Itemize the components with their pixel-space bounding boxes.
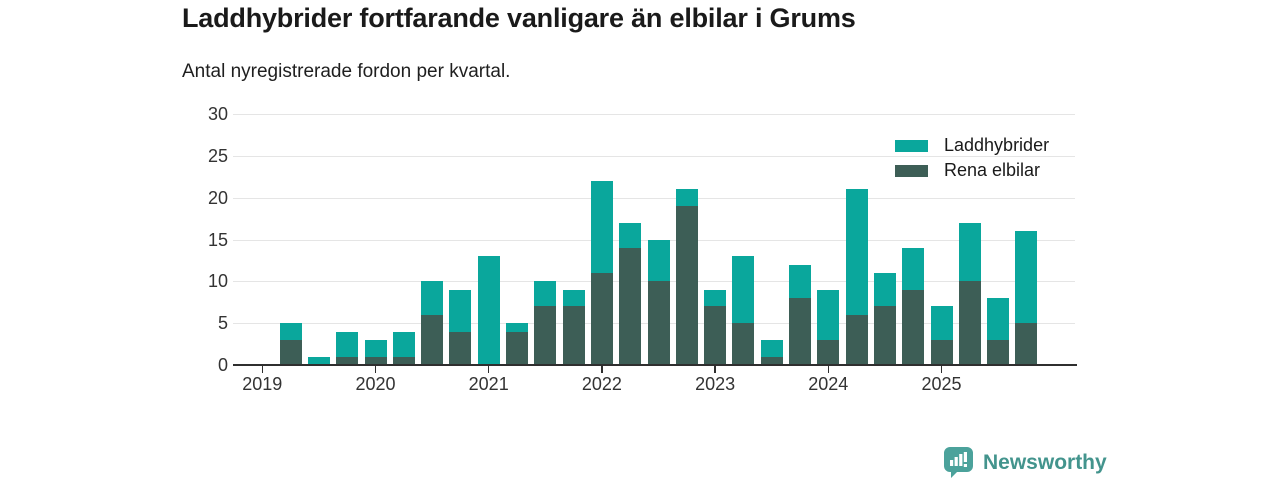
- x-axis-tick: [374, 366, 377, 373]
- bar-segment-laddhybrider: [421, 281, 444, 315]
- bar-segment-rena-elbilar: [704, 306, 727, 365]
- bar-segment-rena-elbilar: [845, 314, 868, 365]
- x-axis-label: 2019: [242, 374, 283, 394]
- bar-segment-rena-elbilar: [789, 298, 811, 365]
- legend-swatch-rena-elbilar: [895, 164, 928, 177]
- bar-segment-rena-elbilar: [421, 314, 444, 365]
- legend-label: Laddhybrider: [944, 135, 1050, 155]
- y-axis-label: 15: [207, 229, 228, 250]
- bar-segment-laddhybrider: [789, 264, 811, 299]
- bar-segment-laddhybrider: [1015, 231, 1038, 324]
- gridline: [233, 114, 1075, 115]
- bar-segment-rena-elbilar: [987, 339, 1010, 365]
- bar-segment-rena-elbilar: [647, 281, 670, 365]
- bar-segment-laddhybrider: [817, 289, 840, 340]
- bar-segment-laddhybrider: [647, 239, 670, 282]
- brand-name: Newsworthy: [983, 450, 1107, 474]
- chart-title: Laddhybrider fortfarande vanligare än el…: [182, 3, 856, 33]
- x-axis-line: [233, 363, 1077, 366]
- bar-segment-laddhybrider: [307, 356, 330, 365]
- bar-segment-laddhybrider: [760, 339, 783, 357]
- y-axis-label: 20: [207, 187, 228, 208]
- gridline: [233, 155, 1075, 157]
- bar-segment-rena-elbilar: [958, 281, 981, 365]
- x-axis-label: 2024: [808, 374, 849, 394]
- y-axis-label: 10: [207, 271, 228, 292]
- bar-segment-rena-elbilar: [279, 339, 302, 365]
- chart-subtitle: Antal nyregistrerade fordon per kvartal.: [182, 61, 511, 82]
- x-axis-tick: [940, 366, 943, 373]
- bar-segment-laddhybrider: [590, 180, 613, 273]
- y-axis-label: 25: [207, 145, 228, 166]
- bar-segment-laddhybrider: [675, 189, 698, 207]
- bar-segment-laddhybrider: [902, 247, 925, 290]
- bar-segment-laddhybrider: [845, 189, 868, 315]
- x-axis-tick: [714, 366, 716, 373]
- bar-segment-rena-elbilar: [534, 306, 557, 365]
- bar-segment-laddhybrider: [336, 331, 359, 357]
- legend-label: Rena elbilar: [944, 160, 1041, 180]
- bar-segment-rena-elbilar: [902, 289, 925, 365]
- y-axis-label: 30: [207, 104, 228, 124]
- x-axis-tick: [827, 366, 830, 373]
- legend-swatch-laddhybrider: [895, 139, 928, 152]
- legend: Laddhybrider Rena elbilar: [895, 133, 1049, 183]
- bar-segment-laddhybrider: [562, 289, 585, 307]
- bar-segment-rena-elbilar: [506, 331, 528, 365]
- y-axis-label: 0: [217, 355, 228, 375]
- bar-segment-rena-elbilar: [336, 356, 359, 365]
- bar-segment-rena-elbilar: [732, 323, 755, 365]
- gridline: [233, 197, 1075, 199]
- bar-segment-laddhybrider: [930, 306, 953, 340]
- bar-segment-rena-elbilar: [760, 356, 783, 365]
- x-axis-label: 2022: [581, 374, 622, 394]
- y-axis-label: 5: [217, 313, 228, 334]
- bar-segment-rena-elbilar: [562, 306, 585, 365]
- bar-segment-rena-elbilar: [590, 272, 613, 365]
- x-axis-tick: [601, 366, 603, 373]
- bar-segment-rena-elbilar: [392, 356, 415, 365]
- bar-segment-rena-elbilar: [675, 206, 698, 365]
- brand-footer: Newsworthy: [943, 446, 1107, 479]
- x-axis-label: 2025: [921, 374, 962, 394]
- bar-segment-rena-elbilar: [1015, 323, 1038, 365]
- bar-segment-laddhybrider: [534, 281, 557, 307]
- bar-segment-laddhybrider: [477, 256, 500, 365]
- legend-item-rena-elbilar: Rena elbilar: [895, 158, 1049, 183]
- bar-segment-laddhybrider: [704, 289, 727, 307]
- bar-segment-rena-elbilar: [364, 356, 387, 365]
- bar-segment-rena-elbilar: [817, 339, 840, 365]
- bar-segment-laddhybrider: [732, 256, 755, 324]
- bar-segment-laddhybrider: [987, 298, 1010, 340]
- bar-segment-laddhybrider: [506, 323, 528, 332]
- bar-segment-rena-elbilar: [930, 339, 953, 365]
- bar-segment-laddhybrider: [392, 331, 415, 357]
- bar-segment-laddhybrider: [873, 272, 896, 307]
- bar-segment-laddhybrider: [449, 289, 472, 332]
- legend-item-laddhybrider: Laddhybrider: [895, 133, 1049, 158]
- bar-segment-laddhybrider: [364, 339, 387, 357]
- x-axis-tick: [261, 366, 264, 373]
- x-axis-tick: [487, 366, 490, 373]
- x-axis-label: 2020: [355, 374, 396, 394]
- bar-segment-laddhybrider: [279, 323, 302, 340]
- bar-segment-rena-elbilar: [619, 247, 642, 365]
- bar-segment-rena-elbilar: [873, 306, 896, 365]
- bar-segment-rena-elbilar: [449, 331, 472, 365]
- x-axis-label: 2023: [695, 374, 736, 394]
- bar-chart-speech-bubble-icon: [944, 447, 973, 478]
- bar-segment-laddhybrider: [619, 222, 642, 248]
- x-axis-label: 2021: [468, 374, 509, 394]
- bar-segment-laddhybrider: [958, 222, 981, 282]
